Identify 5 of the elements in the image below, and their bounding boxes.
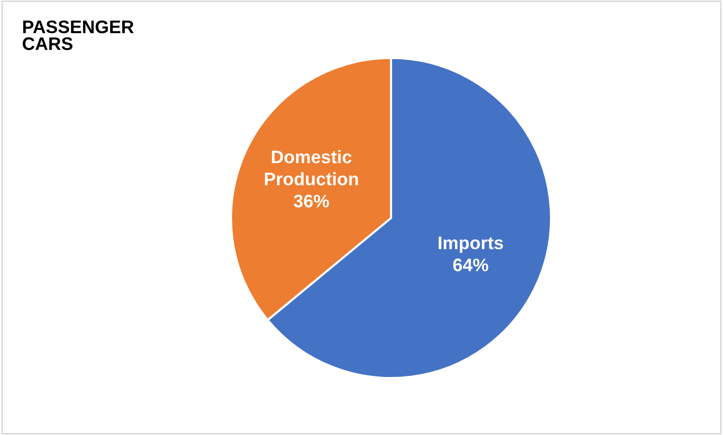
slice-label: Domestic Production: [264, 150, 358, 186]
data-label: 36%: [294, 194, 329, 208]
slice-label: Imports: [438, 236, 503, 253]
text: PASSENGER CARS: [22, 20, 134, 50]
data-label: 64%: [453, 258, 488, 272]
